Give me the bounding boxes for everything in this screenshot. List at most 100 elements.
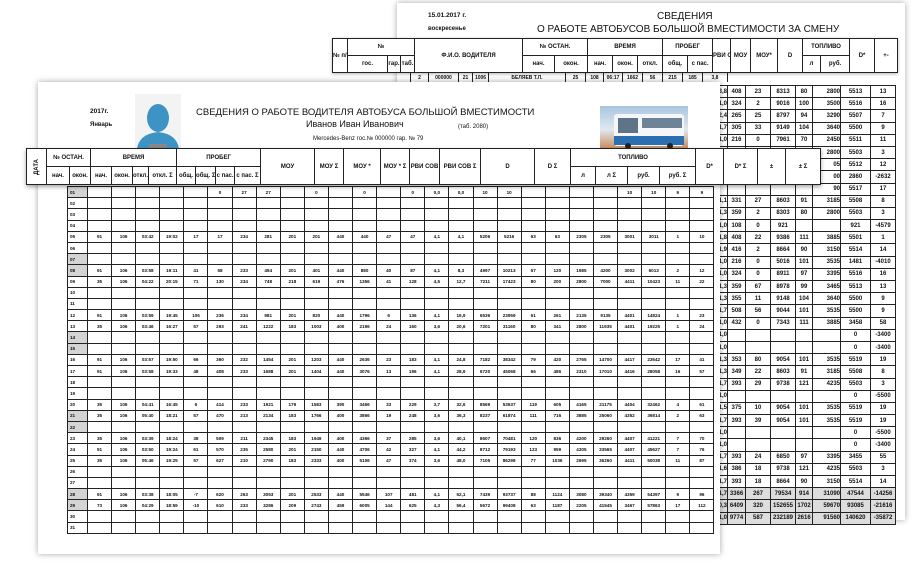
table-row: 27 — [67, 476, 715, 490]
table-cell — [812, 426, 841, 440]
table-cell — [617, 331, 643, 344]
table-cell: 22 — [689, 275, 715, 288]
table-cell — [745, 340, 771, 355]
table-cell: 3,6 — [424, 432, 450, 445]
table-cell: 87 — [400, 264, 426, 277]
table-cell: 213 — [231, 409, 257, 422]
date-cell: 27 — [67, 476, 88, 490]
date-cell: 10 — [67, 286, 88, 299]
table-cell — [544, 197, 570, 210]
table-cell: 4352 — [617, 409, 643, 422]
table-cell — [641, 253, 667, 266]
col-date: ДАТА — [26, 148, 47, 185]
table-cell — [448, 253, 474, 266]
table-cell: 2790 — [255, 454, 281, 467]
table-cell: 210 — [231, 454, 257, 467]
table-cell: 880 — [352, 264, 378, 277]
table-cell: 17 — [870, 182, 896, 196]
table-row: 14 — [67, 331, 715, 344]
table-cell — [159, 465, 185, 478]
table-cell — [617, 420, 643, 434]
table-cell — [376, 197, 402, 210]
table-cell: 101 — [795, 304, 813, 318]
table-cell: 4,1 — [424, 309, 450, 322]
table-cell — [207, 510, 233, 523]
table-cell: 106 — [111, 353, 137, 367]
table-cell — [641, 297, 667, 311]
table-cell: 393 — [727, 474, 746, 489]
table-cell — [231, 219, 257, 232]
table-cell — [159, 387, 185, 400]
table-cell: 2 — [745, 97, 771, 111]
table-cell: 401 — [303, 264, 329, 277]
table-cell: 35 — [86, 398, 113, 411]
table-cell: 101 — [795, 414, 813, 428]
table-cell: 470 — [207, 409, 233, 422]
table-cell — [520, 510, 546, 523]
table-cell — [727, 328, 746, 342]
table-cell — [183, 185, 209, 199]
table-cell — [231, 521, 257, 534]
table-cell: 73 — [86, 499, 113, 512]
table-cell: 5508 — [840, 194, 871, 208]
table-cell — [812, 340, 841, 355]
table-cell: 19:24 — [159, 443, 185, 456]
table-cell: 63 — [520, 499, 546, 512]
table-cell: 7 — [665, 443, 691, 456]
table-cell: 63 — [689, 409, 715, 422]
table-cell — [424, 208, 450, 221]
table-cell: 24,8 — [448, 353, 474, 367]
table-cell: 3535 — [812, 255, 841, 269]
table-cell: 66 — [520, 364, 546, 378]
table-cell: 19 — [870, 353, 896, 367]
table-cell: 32,6 — [448, 398, 474, 411]
table-cell: 25 — [745, 109, 771, 123]
table-cell: 3535 — [812, 353, 841, 367]
table-cell: 3286 — [255, 499, 281, 512]
table-row: 16 91 106 03:57 19:50 66 360 232 1454 201 1203 440 2… — [67, 353, 715, 367]
table-cell — [770, 340, 796, 355]
table-cell — [231, 297, 257, 311]
table-cell: 7211 — [472, 275, 498, 288]
table-cell — [641, 331, 667, 344]
table-cell — [207, 331, 233, 344]
table-cell — [159, 376, 185, 389]
table-cell — [279, 521, 305, 534]
table-cell — [400, 331, 426, 344]
table-cell — [544, 331, 570, 344]
table-cell: 9149 — [770, 121, 796, 135]
table-cell — [111, 241, 137, 255]
table-cell — [568, 219, 594, 232]
table-cell: 6409 — [727, 499, 746, 513]
table-cell: 1583 — [303, 398, 329, 411]
table-cell: 4359 — [617, 488, 643, 501]
table-cell — [86, 208, 113, 221]
table-cell: 0 — [840, 340, 871, 355]
table-cell — [231, 331, 257, 344]
table-row: 11 — [67, 297, 715, 311]
table-cell — [496, 387, 522, 400]
table-cell: 3053 — [255, 488, 281, 501]
table-cell: 4416 — [617, 364, 643, 378]
table-cell — [255, 197, 281, 210]
table-cell: 183 — [279, 454, 305, 467]
table-cell: 4411 — [617, 275, 643, 288]
table-cell: 320 — [745, 499, 771, 513]
table-cell — [111, 185, 137, 199]
table-cell — [135, 185, 161, 199]
table-row: 15 — [67, 342, 715, 355]
col-run: ПРОБЕГ — [176, 148, 262, 167]
table-cell: 5519 — [840, 353, 871, 367]
table-cell: -35872 — [870, 511, 896, 525]
table-cell: 80 — [795, 206, 813, 221]
table-cell: 3001 — [617, 230, 643, 243]
table-cell: 9 — [870, 292, 896, 306]
table-cell: 0 — [745, 255, 771, 269]
table-cell: 140620 — [840, 511, 871, 525]
table-row: 07 — [67, 253, 715, 266]
table-cell: 9 — [870, 304, 896, 318]
table-cell: 31090 — [812, 487, 841, 501]
table-cell: 3080 — [568, 488, 594, 501]
table-cell — [303, 376, 329, 389]
table-cell: 93085 — [840, 499, 871, 513]
